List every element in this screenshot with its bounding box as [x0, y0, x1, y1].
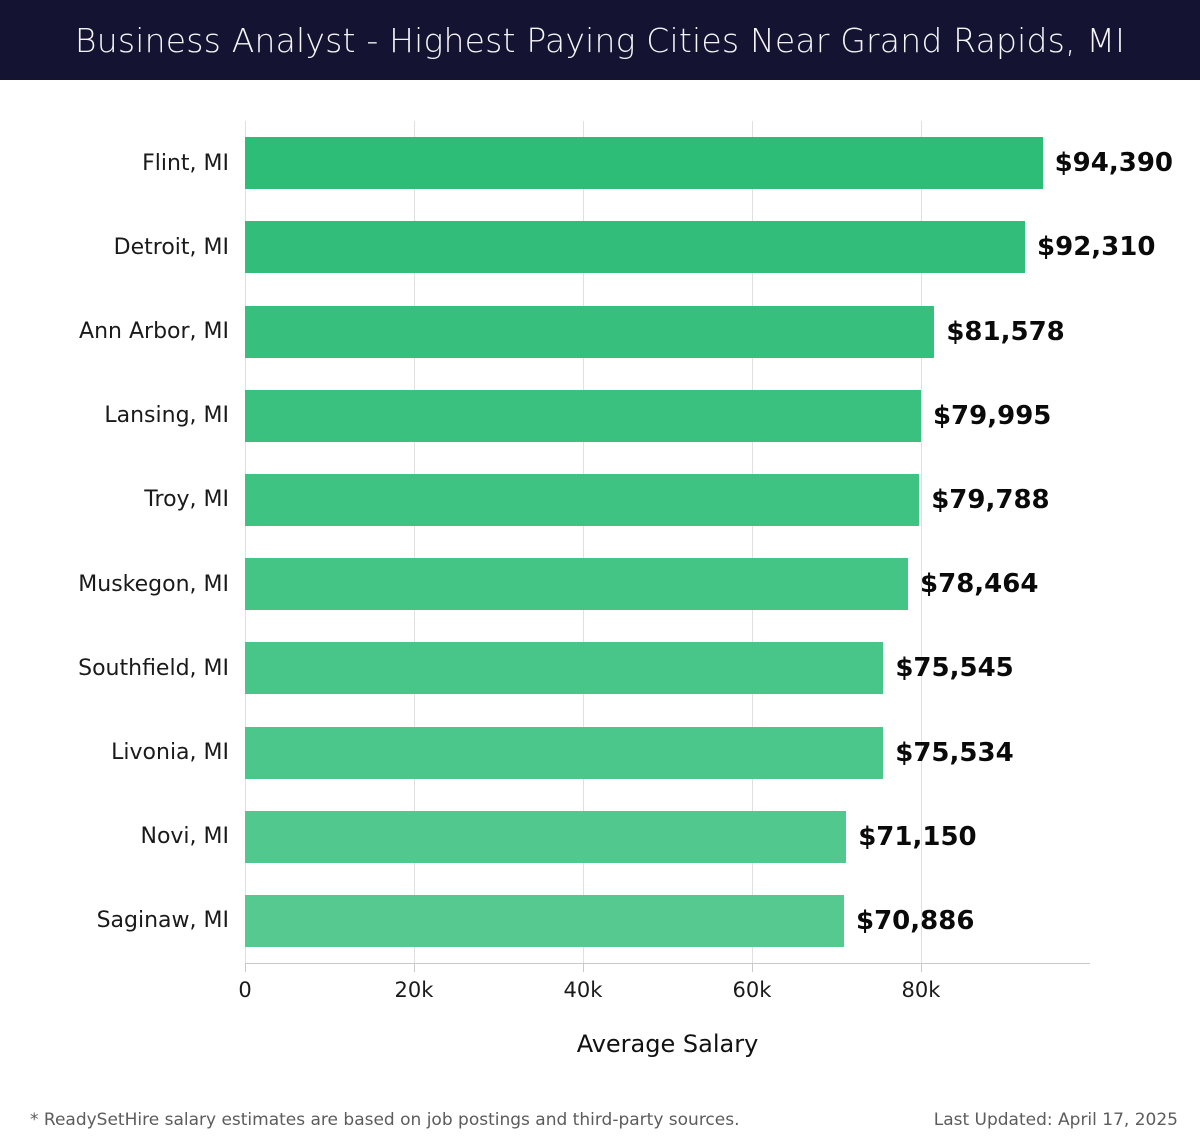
- gridline: [583, 121, 584, 963]
- bar-track: $75,534: [245, 726, 1090, 779]
- bar-row: Novi, MI $71,150: [0, 795, 1090, 879]
- category-label: Livonia, MI: [111, 740, 229, 766]
- value-label: $78,464: [920, 569, 1039, 600]
- axis-tick-label: 40k: [563, 978, 603, 1002]
- axis-tick-label: 0: [238, 978, 252, 1002]
- x-axis-title: Average Salary: [576, 1030, 759, 1058]
- value-label: $81,578: [946, 316, 1065, 347]
- axis-tick: [245, 964, 246, 972]
- bar: [245, 726, 884, 779]
- bar-row: Saginaw, MI $70,886: [0, 879, 1090, 963]
- source-note: * ReadySetHire salary estimates are base…: [30, 1110, 740, 1130]
- bar-row: Detroit, MI $92,310: [0, 205, 1155, 289]
- category-label: Saginaw, MI: [96, 908, 229, 934]
- bar-track: $70,886: [245, 894, 1090, 947]
- last-updated: Last Updated: April 17, 2025: [933, 1110, 1178, 1130]
- page-title: Business Analyst - Highest Paying Cities…: [74, 20, 1126, 60]
- gridlines: [245, 121, 1090, 963]
- bar: [245, 894, 844, 947]
- category-label: Ann Arbor, MI: [79, 319, 229, 344]
- bar-row: Ann Arbor, MI $81,578: [0, 289, 1090, 373]
- category-label: Troy, MI: [144, 487, 229, 513]
- gridline: [921, 121, 922, 963]
- axis-tick-label: 20k: [394, 978, 434, 1002]
- category-label: Muskegon, MI: [78, 571, 229, 597]
- bar-track: $79,995: [245, 389, 1090, 442]
- bar-track: $94,390: [245, 137, 1173, 190]
- bar-chart: Flint, MI $94,390 Detroit, MI $92,310 Ann Ar…: [0, 80, 1200, 1140]
- bar: [245, 305, 935, 358]
- bar: [245, 473, 920, 526]
- bar-row: Muskegon, MI $78,464: [0, 542, 1090, 626]
- axis-tick-label: 80k: [901, 978, 941, 1002]
- value-label: $75,545: [895, 653, 1014, 684]
- bar: [245, 137, 1043, 190]
- axis-tick: [921, 964, 922, 972]
- category-label: Novi, MI: [140, 824, 229, 850]
- bar-rows: Flint, MI $94,390 Detroit, MI $92,310 Ann Ar…: [0, 121, 1173, 963]
- value-label: $94,390: [1054, 148, 1174, 179]
- bar: [245, 810, 847, 863]
- bar-track: $75,545: [245, 642, 1090, 695]
- bar-track: $78,464: [245, 558, 1090, 611]
- value-label: $71,150: [858, 821, 977, 852]
- bar: [245, 221, 1026, 274]
- title-bar: Business Analyst - Highest Paying Cities…: [0, 0, 1200, 80]
- bar: [245, 389, 921, 442]
- gridline: [414, 121, 415, 963]
- category-label: Southfield, MI: [78, 655, 229, 681]
- category-label: Detroit, MI: [113, 234, 229, 260]
- x-axis-title-wrap: Average Salary: [245, 1030, 1090, 1058]
- category-label: Lansing, MI: [104, 403, 229, 429]
- bar-row: Livonia, MI $75,534: [0, 710, 1090, 794]
- bar-row: Southfield, MI $75,545: [0, 626, 1090, 710]
- axis-tick: [752, 964, 753, 972]
- bar-track: $92,310: [245, 221, 1155, 274]
- bar-track: $79,788: [245, 473, 1090, 526]
- value-label: $79,788: [931, 484, 1050, 515]
- axis-tick: [583, 964, 584, 972]
- bar: [245, 558, 909, 611]
- bar-row: Troy, MI $79,788: [0, 458, 1090, 542]
- bar-row: Lansing, MI $79,995: [0, 374, 1090, 458]
- bar-track: $81,578: [245, 305, 1090, 358]
- bar-track: $71,150: [245, 810, 1090, 863]
- gridline: [752, 121, 753, 963]
- bar: [245, 642, 884, 695]
- bar-row: Flint, MI $94,390: [0, 121, 1173, 205]
- value-label: $75,534: [895, 737, 1014, 768]
- value-label: $79,995: [932, 400, 1052, 431]
- axis-tick-label: 60k: [732, 978, 772, 1002]
- value-label: $70,886: [855, 905, 975, 936]
- x-axis: 0 20k 40k 60k 80k: [238, 963, 1090, 1023]
- category-label: Flint, MI: [142, 150, 229, 176]
- value-label: $92,310: [1037, 232, 1156, 263]
- gridline: [245, 121, 246, 963]
- axis-tick: [414, 964, 415, 972]
- footer: * ReadySetHire salary estimates are base…: [0, 1110, 1200, 1130]
